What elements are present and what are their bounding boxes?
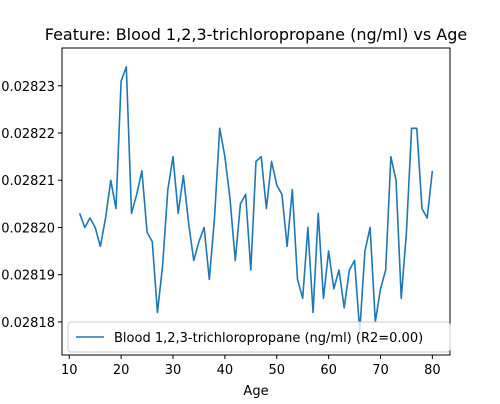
y-axis: 0.02818 0.02819 0.02820 0.02821 0.02822 0.028…	[1, 80, 62, 331]
series-line	[78, 66, 434, 333]
x-axis: 10 20 30 40 50 60 70 80	[61, 355, 441, 378]
x-tick-label: 40	[217, 363, 234, 378]
x-tick-label: 20	[113, 363, 130, 378]
y-tick-label: 0.02820	[1, 221, 55, 236]
y-tick-label: 0.02823	[1, 80, 55, 95]
y-tick-label: 0.02821	[1, 174, 55, 189]
x-tick-label: 50	[268, 363, 285, 378]
x-tick-label: 70	[372, 363, 389, 378]
y-tick-label: 0.02819	[1, 269, 55, 284]
x-tick-label: 30	[165, 363, 182, 378]
x-tick-label: 80	[424, 363, 441, 378]
legend-box	[67, 321, 451, 353]
plot-area-frame	[61, 47, 451, 356]
x-tick-label: 10	[61, 363, 78, 378]
legend: Blood 1,2,3-trichloropropane (ng/ml) (R2…	[67, 321, 451, 353]
x-axis-label: Age	[243, 384, 268, 399]
chart-title: Feature: Blood 1,2,3-trichloropropane (n…	[45, 25, 467, 44]
y-tick-label: 0.02818	[1, 316, 55, 331]
y-tick-label: 0.02822	[1, 127, 55, 142]
x-tick-label: 60	[320, 363, 337, 378]
legend-entry-label: Blood 1,2,3-trichloropropane (ng/ml) (R2…	[114, 331, 423, 346]
